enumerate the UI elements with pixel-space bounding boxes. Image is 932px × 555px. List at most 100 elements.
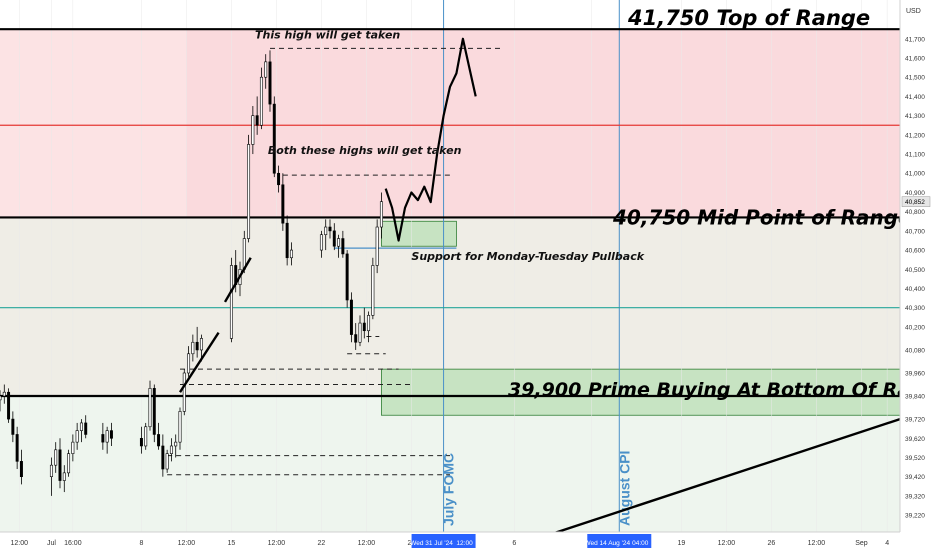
candle-body-61 bbox=[375, 226, 379, 266]
candle-body-26 bbox=[174, 441, 178, 447]
trendline-0 bbox=[223, 257, 252, 303]
y-tick-label-22: 39,420 bbox=[905, 474, 925, 481]
candle-body-55 bbox=[349, 299, 353, 335]
price-axis-bg bbox=[900, 0, 932, 550]
candle-body-17 bbox=[109, 430, 113, 439]
candle-body-2 bbox=[7, 391, 11, 420]
candle-body-8 bbox=[58, 449, 62, 481]
candle-body-18 bbox=[139, 437, 143, 447]
y-tick-label-24: 39,220 bbox=[905, 513, 925, 520]
x-tick-label-2: 16:00 bbox=[64, 540, 82, 547]
candle-body-10 bbox=[67, 453, 71, 474]
y-tick-label-2: 41,500 bbox=[905, 75, 925, 82]
y-tick-label-4: 41,300 bbox=[905, 113, 925, 120]
y-tick-label-3: 41,400 bbox=[905, 94, 925, 101]
currency-label: USD bbox=[906, 8, 921, 15]
y-tick-label-1: 41,600 bbox=[905, 56, 925, 63]
candle-body-29 bbox=[187, 353, 191, 374]
candle-body-54 bbox=[345, 253, 349, 301]
x-tick-label-14: 26 bbox=[768, 540, 776, 547]
candle-body-14 bbox=[84, 422, 88, 435]
x-tick-label-17: 4 bbox=[885, 540, 889, 547]
level-label-2: 40,750 Mid Point of Range bbox=[612, 205, 912, 229]
candle-body-53 bbox=[341, 238, 345, 255]
y-tick-label-18: 39,840 bbox=[905, 394, 925, 401]
candle-body-15 bbox=[101, 434, 105, 443]
candle-body-25 bbox=[169, 445, 173, 454]
candle-body-11 bbox=[71, 441, 75, 454]
candle-body-59 bbox=[367, 315, 371, 332]
y-tick-label-21: 39,520 bbox=[905, 455, 925, 462]
x-tick-label-6: 12:00 bbox=[268, 540, 286, 547]
y-tick-label-14: 40,300 bbox=[905, 305, 925, 312]
x-tick-label-10: 6 bbox=[512, 540, 516, 547]
y-tick-label-7: 41,000 bbox=[905, 171, 925, 178]
candle-body-52 bbox=[337, 238, 341, 247]
candle-body-24 bbox=[165, 453, 169, 470]
candle-body-36 bbox=[242, 238, 246, 270]
y-tick-label-0: 41,700 bbox=[905, 36, 925, 43]
y-tick-label-17: 39,960 bbox=[905, 370, 925, 377]
candle-body-22 bbox=[157, 434, 161, 447]
candle-body-32 bbox=[199, 338, 203, 351]
candle-body-56 bbox=[354, 334, 358, 343]
x-tick-label-12: 19 bbox=[678, 540, 686, 547]
candle-body-3 bbox=[11, 418, 15, 435]
candle-body-21 bbox=[152, 388, 156, 435]
y-tick-label-16: 40,080 bbox=[905, 347, 925, 354]
x-tick-label-0: 12:00 bbox=[11, 540, 29, 547]
candle-body-5 bbox=[19, 461, 23, 478]
x-tick-label-16: Sep bbox=[855, 540, 868, 547]
x-tick-label-7: 22 bbox=[318, 540, 326, 547]
event-label-0: July FOMC bbox=[441, 453, 457, 526]
y-tick-label-11: 40,600 bbox=[905, 248, 925, 255]
highlight-time-0: 12:00 bbox=[456, 540, 473, 547]
x-tick-label-3: 8 bbox=[139, 540, 143, 547]
x-tick-label-13: 12:00 bbox=[718, 540, 736, 547]
highlight-date-0: Wed 31 Jul '24 bbox=[410, 540, 453, 547]
x-tick-label-1: Jul bbox=[47, 540, 56, 547]
level-label-4: 39,900 Prime Buying At Bottom Of Range bbox=[508, 379, 932, 401]
candle-body-39 bbox=[255, 115, 259, 126]
candle-body-60 bbox=[371, 265, 375, 316]
annotation-1: Both these highs will get taken bbox=[268, 144, 462, 157]
candle-body-27 bbox=[178, 411, 182, 443]
highlight-date-bg-1 bbox=[587, 534, 652, 548]
candle-body-49 bbox=[324, 226, 328, 236]
candle-body-46 bbox=[285, 222, 289, 259]
y-tick-label-12: 40,500 bbox=[905, 267, 925, 274]
candle-body-44 bbox=[277, 172, 281, 186]
candle-body-20 bbox=[148, 388, 152, 428]
y-tick-label-19: 39,720 bbox=[905, 417, 925, 424]
zone-shade-left bbox=[0, 29, 187, 218]
highlight-date-1: Wed 14 Aug '24 bbox=[584, 540, 630, 547]
highlight-time-1: 04:00 bbox=[632, 540, 649, 547]
candle-body-28 bbox=[182, 372, 186, 412]
candle-body-19 bbox=[144, 426, 148, 447]
candle-body-40 bbox=[259, 76, 263, 126]
annotation-0: This high will get taken bbox=[255, 29, 400, 42]
current-price-label: 40,852 bbox=[905, 199, 925, 206]
candle-body-62 bbox=[379, 201, 383, 228]
y-tick-label-8: 40,900 bbox=[905, 190, 925, 197]
zone-3 bbox=[381, 220, 457, 247]
x-tick-label-8: 12:00 bbox=[358, 540, 376, 547]
candle-body-13 bbox=[79, 422, 83, 431]
candle-body-41 bbox=[264, 61, 268, 78]
y-tick-label-10: 40,700 bbox=[905, 228, 925, 235]
candle-body-45 bbox=[281, 184, 285, 224]
candle-body-23 bbox=[161, 445, 165, 470]
trendline-2 bbox=[526, 417, 901, 544]
zone-1 bbox=[0, 217, 900, 397]
candle-body-30 bbox=[191, 341, 195, 355]
trendline-1 bbox=[178, 332, 220, 393]
highlight-date-bg-0 bbox=[411, 534, 476, 548]
candle-body-33 bbox=[229, 265, 233, 339]
y-tick-label-15: 40,200 bbox=[905, 324, 925, 331]
candle-body-37 bbox=[247, 144, 251, 239]
x-tick-label-9: 29 bbox=[408, 540, 416, 547]
x-tick-label-5: 15 bbox=[228, 540, 236, 547]
event-label-1: August CPI bbox=[616, 451, 632, 526]
